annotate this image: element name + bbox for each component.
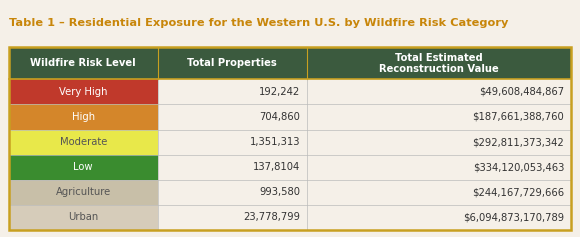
Bar — [158, 79, 307, 105]
Text: 23,778,799: 23,778,799 — [243, 212, 300, 222]
Text: $49,608,484,867: $49,608,484,867 — [479, 87, 564, 97]
Text: $334,120,053,463: $334,120,053,463 — [473, 162, 564, 172]
Bar — [158, 205, 307, 230]
Text: 137,8104: 137,8104 — [253, 162, 300, 172]
Text: Wildfire Risk Level: Wildfire Risk Level — [30, 58, 136, 68]
Text: Urban: Urban — [68, 212, 99, 222]
Bar — [307, 79, 571, 105]
Text: Total Estimated
Reconstruction Value: Total Estimated Reconstruction Value — [379, 53, 499, 74]
Bar — [9, 129, 158, 155]
Text: Very High: Very High — [59, 87, 107, 97]
Bar — [307, 155, 571, 180]
Bar — [307, 129, 571, 155]
Text: Moderate: Moderate — [60, 137, 107, 147]
Bar — [158, 155, 307, 180]
Text: 704,860: 704,860 — [259, 112, 300, 122]
Text: 993,580: 993,580 — [259, 187, 300, 197]
Text: Agriculture: Agriculture — [56, 187, 111, 197]
Text: $292,811,373,342: $292,811,373,342 — [473, 137, 564, 147]
Bar — [9, 105, 158, 129]
Bar — [9, 205, 158, 230]
Bar — [307, 205, 571, 230]
Text: 192,242: 192,242 — [259, 87, 300, 97]
Bar — [158, 180, 307, 205]
Text: Table 1 – Residential Exposure for the Western U.S. by Wildfire Risk Category: Table 1 – Residential Exposure for the W… — [9, 18, 508, 27]
Bar — [9, 155, 158, 180]
Text: $6,094,873,170,789: $6,094,873,170,789 — [463, 212, 564, 222]
Text: $244,167,729,666: $244,167,729,666 — [472, 187, 564, 197]
Bar — [158, 105, 307, 129]
Bar — [9, 180, 158, 205]
Bar — [158, 129, 307, 155]
Bar — [9, 47, 571, 79]
Text: High: High — [72, 112, 95, 122]
Bar — [307, 180, 571, 205]
Text: 1,351,313: 1,351,313 — [249, 137, 300, 147]
Text: Total Properties: Total Properties — [187, 58, 277, 68]
Text: Low: Low — [74, 162, 93, 172]
Text: $187,661,388,760: $187,661,388,760 — [473, 112, 564, 122]
Bar — [9, 47, 571, 230]
Bar — [307, 105, 571, 129]
Bar — [9, 79, 158, 105]
